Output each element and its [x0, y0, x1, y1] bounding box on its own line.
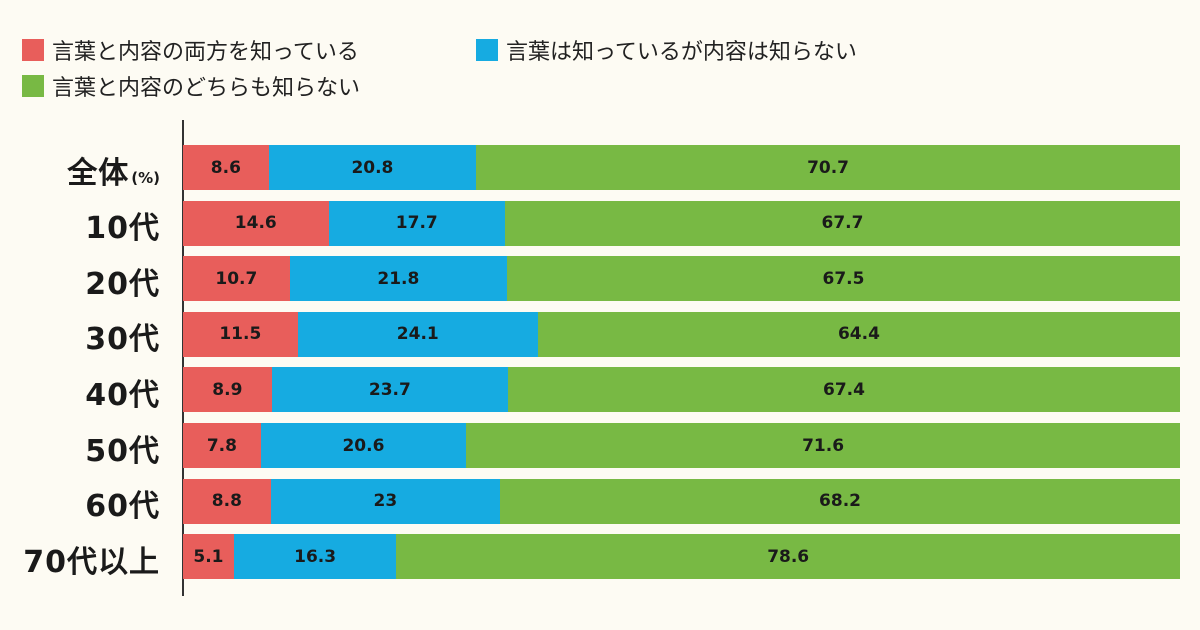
- bar-segment: 10.7: [183, 256, 290, 302]
- data-label: 20.8: [351, 157, 394, 178]
- data-label: 24.1: [396, 324, 439, 345]
- bar-segment: 7.8: [183, 423, 261, 468]
- data-label: 8.9: [212, 379, 243, 400]
- bar-segment: 78.6: [396, 534, 1180, 580]
- bar-segment: 8.6: [183, 145, 269, 190]
- bar-segment: 70.7: [476, 145, 1180, 190]
- legend-label: 言葉と内容のどちらも知らない: [52, 76, 361, 101]
- data-label: 11.5: [219, 324, 262, 345]
- data-label: 68.2: [819, 491, 861, 512]
- bar-segment: 23.7: [271, 367, 508, 413]
- data-label: 20.6: [342, 435, 385, 456]
- bar-segment: 8.9: [183, 367, 272, 413]
- legend-label: 言葉と内容の両方を知っている: [52, 40, 359, 65]
- category-label: 20代: [85, 259, 160, 303]
- data-label: 67.7: [821, 213, 864, 234]
- category-label-text: 70代以上: [23, 544, 160, 580]
- data-label: 67.5: [822, 268, 865, 289]
- data-label: 78.6: [767, 546, 810, 567]
- data-label: 23.7: [368, 379, 411, 400]
- category-label-text: 50代: [85, 433, 160, 469]
- category-label: 50代: [85, 426, 160, 470]
- category-label: 10代: [85, 203, 160, 247]
- data-label: 64.4: [837, 324, 880, 345]
- data-label: 7.8: [206, 435, 237, 456]
- category-label-text: 60代: [85, 489, 160, 525]
- bar-segment: 8.8: [183, 478, 271, 524]
- bar-segment: 67.4: [508, 367, 1180, 413]
- bar-segment: 24.1: [297, 311, 538, 357]
- legend-item-know-neither: 言葉と内容のどちらも知らない: [22, 70, 360, 102]
- category-axis-line: [182, 120, 184, 596]
- legend-swatch-blue: [476, 39, 498, 61]
- bar-segment: 21.8: [289, 256, 508, 302]
- category-label-text: 20代: [85, 266, 160, 302]
- category-label: 60代: [85, 481, 160, 525]
- data-label: 17.7: [395, 213, 438, 234]
- bar-segment: 71.6: [466, 423, 1180, 468]
- category-label: 30代: [85, 314, 160, 358]
- bar-segment: 68.2: [500, 478, 1180, 524]
- legend-swatch-green: [22, 75, 44, 97]
- data-label: 14.6: [234, 213, 277, 234]
- bar-segment: 20.8: [268, 145, 477, 190]
- bar-segment: 14.6: [183, 200, 329, 246]
- category-label-text: 10代: [85, 211, 160, 247]
- data-label: 23: [373, 491, 398, 512]
- bar-segment: 5.1: [183, 534, 234, 580]
- data-label: 5.1: [193, 546, 224, 567]
- data-label: 16.3: [294, 546, 337, 567]
- bar-segment: 16.3: [233, 534, 397, 580]
- data-label: 8.6: [210, 157, 241, 178]
- category-label: 全体 (%): [67, 148, 160, 192]
- legend-item-know-both: 言葉と内容の両方を知っている: [22, 34, 359, 66]
- category-label-text: 40代: [85, 377, 160, 413]
- data-label: 67.4: [823, 379, 865, 400]
- bar-segment: 11.5: [183, 311, 298, 357]
- data-label: 21.8: [377, 268, 420, 289]
- category-label-text: 30代: [85, 322, 160, 358]
- category-label: 40代: [85, 370, 160, 414]
- bar-segment: 20.6: [260, 423, 467, 468]
- bar-segment: 67.5: [507, 256, 1180, 302]
- legend-swatch-red: [22, 39, 44, 61]
- bar-segment: 64.4: [537, 311, 1180, 357]
- data-label: 8.8: [211, 491, 242, 512]
- bar-segment: 23: [270, 478, 501, 524]
- legend-item-know-word-only: 言葉は知っているが内容は知らない: [476, 34, 857, 66]
- bar-segment: 17.7: [328, 200, 506, 246]
- data-label: 71.6: [802, 435, 845, 456]
- unit-label: (%): [131, 168, 160, 187]
- category-label: 70代以上: [23, 537, 160, 581]
- legend-label: 言葉は知っているが内容は知らない: [506, 40, 857, 65]
- category-label-text: 全体: [67, 155, 130, 191]
- bar-segment: 67.7: [505, 200, 1180, 246]
- data-label: 70.7: [807, 157, 850, 178]
- data-label: 10.7: [215, 268, 258, 289]
